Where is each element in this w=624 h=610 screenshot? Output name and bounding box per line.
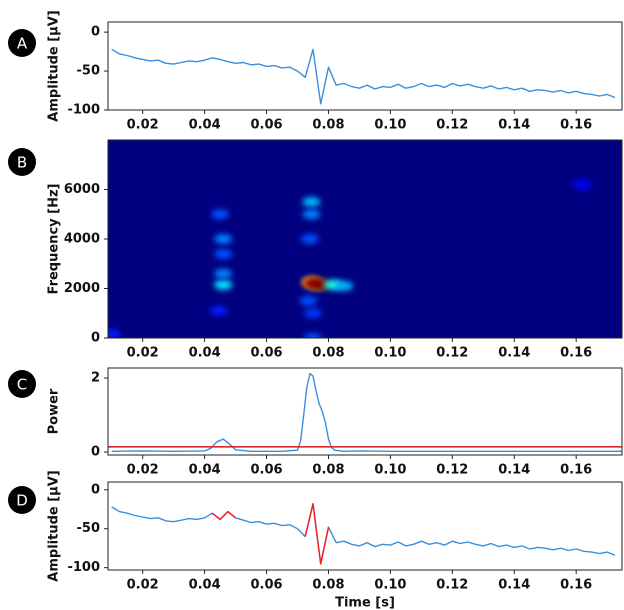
panel: 0 2 0.02 0.04 0.06 0.08 0.10 0.12 0.14 0.16 Power C	[8, 367, 623, 478]
spectral-blob	[108, 329, 121, 338]
x-axis-label: Time [s]	[335, 596, 395, 610]
spectral-blob	[214, 268, 233, 279]
plot-area	[111, 48, 616, 105]
spectral-blob	[573, 179, 592, 190]
x-tick-label: 0.06	[250, 578, 282, 593]
signal-line	[111, 372, 622, 452]
x-tick-label: 0.04	[189, 346, 221, 361]
panel-label: D	[16, 492, 28, 510]
x-tick-label: 0.08	[312, 578, 344, 593]
y-axis-label: Power	[47, 388, 62, 434]
y-axis-label: Frequency [Hz]	[47, 184, 62, 295]
spectral-blob	[303, 308, 322, 319]
spectral-blob	[311, 279, 330, 290]
panel-badge	[8, 370, 36, 398]
y-tick-label: 0	[91, 445, 100, 460]
x-tick-label: 0.12	[436, 346, 468, 361]
panel-badge	[8, 29, 36, 57]
x-tick-label: 0.04	[189, 578, 221, 593]
signal-line	[111, 503, 616, 565]
y-tick-label: 2000	[64, 281, 100, 296]
spectral-blob	[300, 234, 319, 244]
y-tick-label: -50	[77, 64, 101, 79]
x-tick-label: 0.08	[312, 463, 344, 478]
x-tick-label: 0.16	[560, 578, 592, 593]
x-tick-label: 0.06	[250, 118, 282, 133]
spectral-blob	[302, 209, 321, 220]
x-tick-label: 0.02	[127, 118, 159, 133]
spectral-blob	[299, 295, 318, 306]
plot-area	[108, 372, 622, 452]
panel-label: A	[17, 35, 28, 53]
spectral-blob	[214, 279, 233, 290]
signal-line	[211, 503, 330, 565]
x-tick-label: 0.14	[498, 463, 530, 478]
x-tick-label: 0.14	[498, 346, 530, 361]
spectral-blob	[211, 209, 230, 220]
spectral-blob	[303, 333, 322, 338]
x-tick-label: 0.12	[436, 578, 468, 593]
x-tick-label: 0.06	[250, 346, 282, 361]
panel-badge	[8, 486, 36, 514]
x-tick-label: 0.12	[436, 118, 468, 133]
panel: 0 2000 4000 6000 0.02 0.04 0.06 0.08 0.10 0.12 0.1…	[8, 139, 623, 361]
y-tick-label: -50	[77, 521, 101, 536]
x-tick-label: 0.16	[560, 118, 592, 133]
y-tick-label: -100	[67, 103, 100, 118]
spectral-blob	[302, 196, 321, 207]
x-tick-label: 0.02	[127, 463, 159, 478]
plot-area	[108, 140, 622, 338]
x-tick-label: 0.12	[436, 463, 468, 478]
y-tick-label: 2	[91, 370, 100, 385]
plot-area	[111, 503, 616, 565]
panel: 0 -50 -100 0.02 0.04 0.06 0.08 0.10 0.12 0.14 0.16…	[8, 470, 623, 610]
x-tick-label: 0.02	[127, 578, 159, 593]
x-tick-label: 0.16	[560, 346, 592, 361]
x-tick-label: 0.14	[498, 118, 530, 133]
x-tick-label: 0.06	[250, 463, 282, 478]
panel-label: B	[17, 154, 27, 172]
x-tick-label: 0.10	[374, 346, 406, 361]
spectral-blob	[334, 281, 353, 292]
spectral-blob	[209, 305, 228, 316]
heatmap-background	[108, 140, 622, 338]
x-tick-label: 0.04	[189, 118, 221, 133]
x-tick-label: 0.10	[374, 463, 406, 478]
y-tick-label: 0	[91, 482, 100, 497]
y-tick-label: 4000	[64, 232, 100, 247]
y-tick-label: 6000	[64, 182, 100, 197]
spectral-blob	[214, 248, 233, 259]
panel-badge	[8, 148, 36, 176]
y-axis-label: Amplitude [µV]	[47, 10, 62, 121]
x-tick-label: 0.08	[312, 118, 344, 133]
x-tick-label: 0.10	[374, 578, 406, 593]
panel: 0 -50 -100 0.02 0.04 0.06 0.08 0.10 0.12 0.14 0.16…	[8, 10, 623, 133]
x-tick-label: 0.14	[498, 578, 530, 593]
x-tick-label: 0.08	[312, 346, 344, 361]
y-tick-label: 0	[91, 331, 100, 346]
x-tick-label: 0.02	[127, 346, 159, 361]
axes-frame	[107, 367, 623, 456]
signal-line	[111, 48, 616, 105]
axes-frame	[107, 481, 623, 571]
panel-label: C	[17, 376, 27, 394]
x-tick-label: 0.04	[189, 463, 221, 478]
spectral-blob	[214, 234, 233, 244]
y-axis-label: Amplitude [µV]	[47, 470, 62, 581]
y-tick-label: 0	[91, 25, 100, 40]
x-tick-label: 0.16	[560, 463, 592, 478]
y-tick-label: -100	[67, 560, 100, 575]
axes-frame	[107, 21, 623, 111]
x-tick-label: 0.10	[374, 118, 406, 133]
